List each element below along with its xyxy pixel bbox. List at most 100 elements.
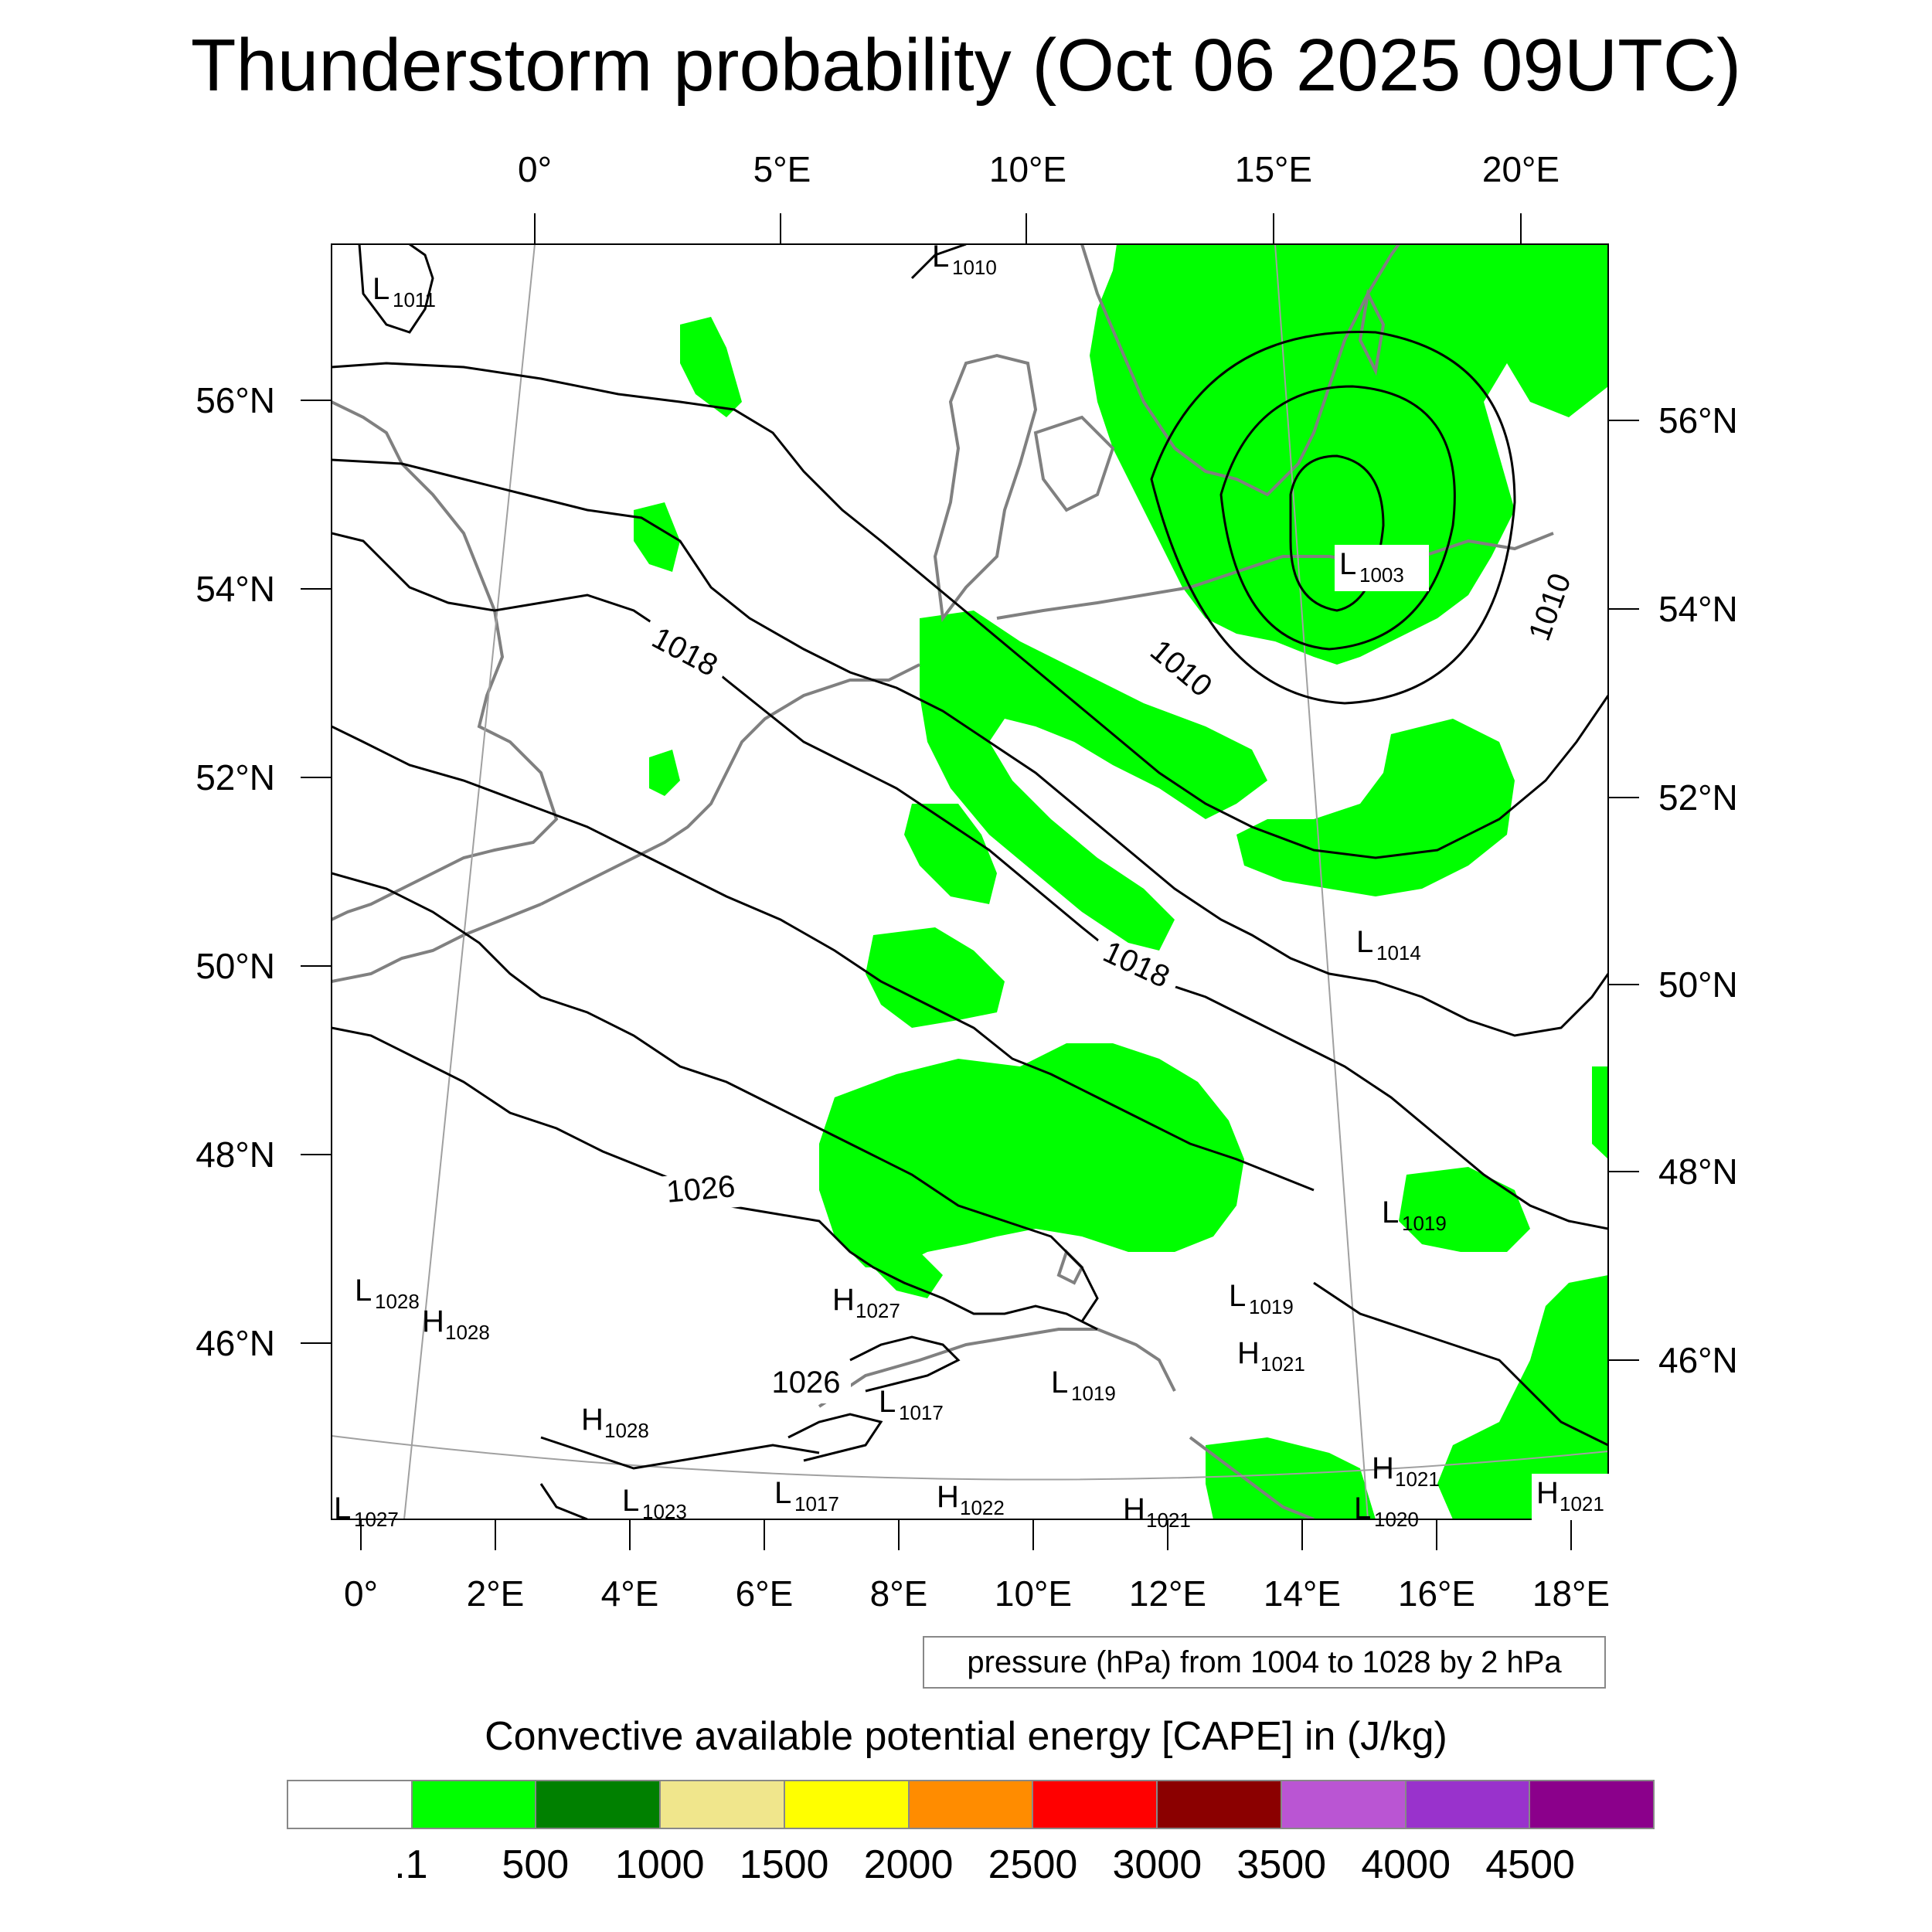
center-type: H xyxy=(1372,1451,1394,1485)
bottom-lon-label: 10°E xyxy=(995,1573,1072,1614)
center-value: 1019 xyxy=(1071,1382,1116,1405)
isobar-b xyxy=(332,458,1608,1037)
center-value: 1010 xyxy=(952,256,997,279)
coastline-jutland xyxy=(933,353,1038,623)
center-type: L xyxy=(1051,1366,1068,1400)
colorbar-box xyxy=(661,1781,785,1828)
isobar-baltic-low-outer xyxy=(1219,385,1456,651)
center-type: H xyxy=(581,1403,604,1437)
center-type: L xyxy=(1229,1279,1246,1313)
isobar-labels: 1018 1010 1010 1018 1026 1026 xyxy=(635,559,1585,1403)
isobar-south-b xyxy=(539,1483,588,1519)
center-type: H xyxy=(422,1304,444,1338)
center-value: 1028 xyxy=(445,1321,490,1344)
center-type: H xyxy=(1123,1492,1145,1526)
plot-frame xyxy=(331,243,1609,1520)
colorbar-label: .1 xyxy=(394,1842,428,1887)
center-type: L xyxy=(622,1484,639,1518)
colorbar-box xyxy=(1158,1781,1282,1828)
top-lon-label: 15°E xyxy=(1235,149,1312,189)
isobar-c xyxy=(332,725,1315,1192)
center-type: H xyxy=(832,1283,855,1317)
cape-area-romania-edge xyxy=(1592,1066,1608,1159)
left-lat-label: 50°N xyxy=(196,946,275,986)
coastline-france-north xyxy=(332,903,542,983)
colorbar-box xyxy=(1530,1781,1654,1828)
left-lat-label: 52°N xyxy=(196,757,275,798)
colorbar-box xyxy=(536,1781,662,1828)
isobar-1026 xyxy=(332,1026,1098,1331)
pressure-center: H 1028 xyxy=(581,1403,649,1442)
pressure-center: L 1003 xyxy=(1335,545,1429,591)
coastline-adriatic-italy xyxy=(818,1328,1176,1408)
isobar-baltic-low-inner xyxy=(1289,454,1385,612)
pressure-note: pressure (hPa) from 1004 to 1028 by 2 hP… xyxy=(923,1636,1606,1689)
colorbar xyxy=(287,1780,1655,1829)
cape-area-netherlands xyxy=(649,750,680,796)
isobar-south-a xyxy=(540,1436,820,1470)
center-value: 1017 xyxy=(899,1401,944,1424)
center-value: 1023 xyxy=(642,1500,687,1523)
isobar-a xyxy=(332,362,1608,859)
colorbar-box xyxy=(784,1781,910,1828)
bottom-lon-labels: 0° 2°E 4°E 6°E 8°E 10°E 12°E 14°E 16°E 1… xyxy=(344,1573,1610,1614)
center-type: H xyxy=(1237,1336,1260,1370)
coastline-adriatic-east xyxy=(1189,1436,1315,1519)
top-lon-label: 0° xyxy=(518,149,552,189)
isobar-1018 xyxy=(332,532,1608,1230)
pressure-center: H 1028 xyxy=(422,1304,490,1344)
cape-area-south-germany xyxy=(819,1043,1244,1267)
pressure-center: H 1021 xyxy=(1123,1492,1191,1532)
colorbar-label: 4000 xyxy=(1361,1842,1451,1887)
top-lon-label: 10°E xyxy=(989,149,1066,189)
isobar-east-a xyxy=(1313,1281,1608,1447)
center-value: 1017 xyxy=(794,1492,839,1515)
colorbar-title: Convective available potential energy [C… xyxy=(485,1714,1447,1759)
pressure-center: L 1019 xyxy=(1051,1366,1116,1405)
cape-area-hungary xyxy=(1399,1167,1530,1252)
pressure-center: H 1021 xyxy=(1532,1474,1629,1520)
center-type: L xyxy=(1354,1492,1371,1526)
bottom-lon-label: 0° xyxy=(344,1573,378,1614)
colorbar-label: 1500 xyxy=(739,1842,829,1887)
colorbar-box xyxy=(412,1781,537,1828)
colorbar-label: 4500 xyxy=(1485,1842,1575,1887)
center-type: L xyxy=(355,1274,372,1308)
coastline-sweden xyxy=(1080,244,1400,497)
pressure-centers: L 1011 L 1010 L 1003 L 1014 L 1019 L 1028 H 102… xyxy=(334,240,1629,1532)
center-value: 1021 xyxy=(1146,1509,1191,1532)
colorbar-label: 2000 xyxy=(863,1842,954,1887)
center-value: 1027 xyxy=(354,1508,399,1531)
center-type: L xyxy=(932,240,949,274)
colorbar-box xyxy=(1281,1781,1406,1828)
cape-area-alps-west xyxy=(866,1236,943,1298)
center-value: 1020 xyxy=(1374,1508,1419,1531)
center-value: 1003 xyxy=(1359,563,1404,587)
colorbar-box xyxy=(909,1781,1034,1828)
center-type: L xyxy=(334,1492,351,1526)
colorbar-labels: .1 500 1000 1500 2000 2500 3000 3500 4000 4500 xyxy=(0,1842,1932,1896)
left-lat-label: 48°N xyxy=(196,1134,275,1175)
coastline-baltic-south xyxy=(996,532,1554,620)
pressure-center: L 1014 xyxy=(1356,925,1421,964)
cape-area-adriatic xyxy=(1206,1437,1376,1519)
left-lat-label: 46°N xyxy=(196,1323,275,1363)
center-value: 1019 xyxy=(1402,1212,1447,1235)
left-lat-labels: 56°N 54°N 52°N 50°N 48°N 46°N xyxy=(196,380,275,1363)
isobar-1010-top xyxy=(910,244,967,280)
tick-marks xyxy=(301,213,1639,1550)
bottom-lon-label: 12°E xyxy=(1129,1573,1206,1614)
center-type: L xyxy=(1356,925,1373,959)
center-type: H xyxy=(1536,1476,1559,1510)
pressure-center: H 1021 xyxy=(1237,1336,1305,1376)
isobar-label: 1026 xyxy=(665,1169,736,1209)
cape-area-poland xyxy=(1236,719,1515,896)
center-value: 1021 xyxy=(1395,1468,1440,1491)
colorbar-label: 3000 xyxy=(1112,1842,1202,1887)
pressure-center: L 1028 xyxy=(355,1274,420,1313)
left-lat-label: 54°N xyxy=(196,569,275,609)
coastline-layer xyxy=(332,244,1554,1519)
right-lat-label: 52°N xyxy=(1658,777,1738,818)
bottom-lon-label: 4°E xyxy=(601,1573,659,1614)
colorbar-label: 500 xyxy=(502,1842,570,1887)
